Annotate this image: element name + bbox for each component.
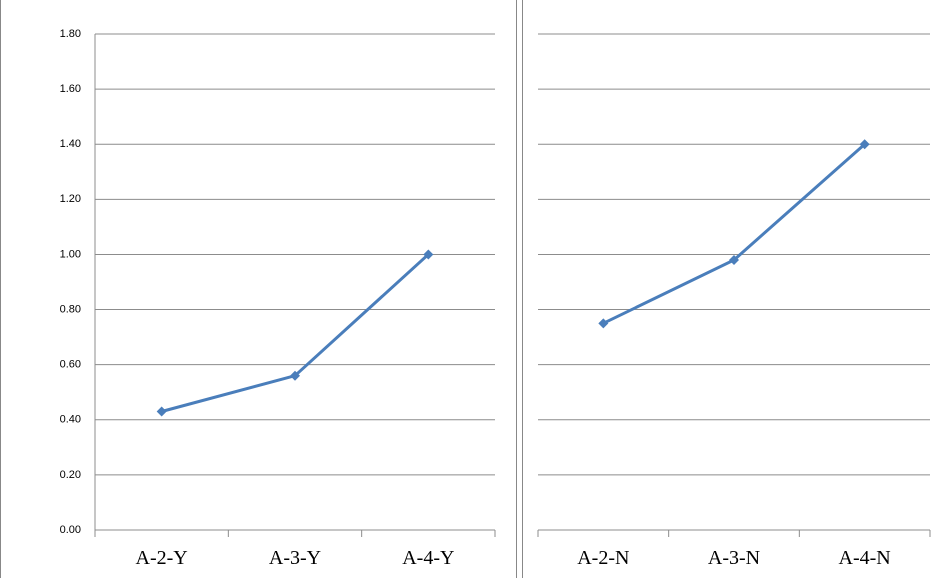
y-tick-label: 1.80 bbox=[60, 28, 81, 40]
series-line bbox=[602, 143, 866, 325]
data-point bbox=[859, 139, 870, 150]
y-tick-label: 0.00 bbox=[60, 524, 81, 536]
x-tick-label: A-3-Y bbox=[269, 547, 321, 569]
x-tick-label: A-4-N bbox=[839, 547, 891, 569]
y-tick-label: 1.60 bbox=[60, 83, 81, 95]
y-tick-label: 1.00 bbox=[60, 248, 81, 260]
y-tick-label: 0.60 bbox=[60, 359, 81, 371]
data-point bbox=[290, 370, 300, 381]
data-point bbox=[598, 318, 609, 329]
x-tick-label: A-2-Y bbox=[136, 547, 188, 569]
data-point bbox=[156, 406, 167, 417]
y-tick-label: 0.20 bbox=[60, 469, 81, 481]
y-tick-label: 1.20 bbox=[60, 193, 81, 205]
x-tick-label: A-2-N bbox=[577, 547, 629, 569]
x-tick-label: A-4-Y bbox=[402, 547, 454, 569]
panel-border bbox=[522, 0, 523, 578]
y-tick-label: 1.40 bbox=[60, 138, 81, 150]
y-tick-label: 0.40 bbox=[60, 414, 81, 426]
data-point bbox=[729, 254, 739, 265]
data-point bbox=[423, 249, 434, 260]
series-line bbox=[161, 253, 430, 413]
panel-border bbox=[0, 0, 517, 578]
x-tick-label: A-3-N bbox=[708, 547, 760, 569]
y-tick-label: 0.80 bbox=[60, 303, 81, 315]
